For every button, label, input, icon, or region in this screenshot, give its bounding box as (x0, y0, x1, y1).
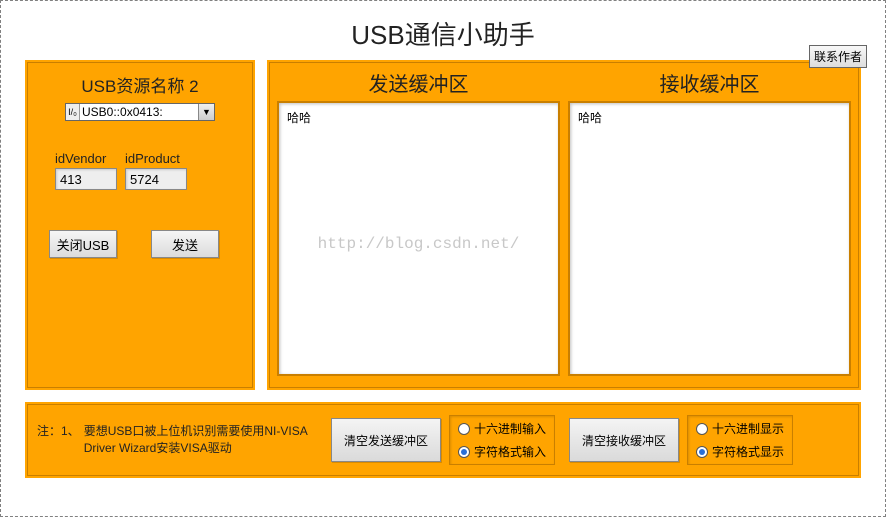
id-row: idVendor idProduct (55, 151, 239, 190)
watermark-text: http://blog.csdn.net/ (318, 235, 520, 253)
contact-author-button[interactable]: 联系作者 (809, 45, 867, 68)
usb-resource-combo[interactable]: I/₀ USB0::0x0413: ▼ (65, 103, 215, 121)
send-buffer-title: 发送缓冲区 (277, 68, 560, 97)
clear-recv-button[interactable]: 清空接收缓冲区 (569, 418, 679, 462)
disp-text-label: 字符格式显示 (712, 443, 784, 460)
idproduct-label: idProduct (125, 151, 187, 166)
disp-hex-radio[interactable]: 十六进制显示 (696, 420, 784, 437)
input-text-label: 字符格式输入 (474, 443, 546, 460)
usb-resource-title: USB资源名称 2 (41, 72, 239, 97)
input-text-radio[interactable]: 字符格式输入 (458, 443, 546, 460)
radio-icon (696, 446, 708, 458)
recv-controls: 清空接收缓冲区 十六进制显示 字符格式显示 (569, 415, 793, 465)
close-usb-button[interactable]: 关闭USB (49, 230, 117, 258)
usb-resource-count: 2 (189, 77, 198, 96)
chevron-down-icon[interactable]: ▼ (198, 104, 214, 120)
send-button[interactable]: 发送 (151, 230, 219, 258)
usb-config-panel: USB资源名称 2 I/₀ USB0::0x0413: ▼ idVendor i… (25, 60, 255, 390)
input-hex-label: 十六进制输入 (474, 420, 546, 437)
idproduct-field[interactable] (125, 168, 187, 190)
clear-send-button[interactable]: 清空发送缓冲区 (331, 418, 441, 462)
input-format-group: 十六进制输入 字符格式输入 (449, 415, 555, 465)
send-buffer-box[interactable]: 哈哈 http://blog.csdn.net/ (277, 101, 560, 376)
send-buffer-col: 发送缓冲区 哈哈 http://blog.csdn.net/ (277, 68, 560, 376)
recv-buffer-title: 接收缓冲区 (568, 68, 851, 97)
app-title: USB通信小助手 (15, 15, 871, 52)
recv-buffer-col: 接收缓冲区 哈哈 (568, 68, 851, 376)
radio-icon (696, 423, 708, 435)
radio-icon (458, 423, 470, 435)
note-text: 注：1、 要想USB口被上位机识别需要使用NI-VISA Driver Wiza… (37, 423, 317, 457)
buffers-panel: 发送缓冲区 哈哈 http://blog.csdn.net/ 接收缓冲区 哈哈 (267, 60, 861, 390)
disp-text-radio[interactable]: 字符格式显示 (696, 443, 784, 460)
usb-resource-label: USB资源名称 (81, 77, 184, 96)
main-row: USB资源名称 2 I/₀ USB0::0x0413: ▼ idVendor i… (15, 60, 871, 390)
bottom-panel: 注：1、 要想USB口被上位机识别需要使用NI-VISA Driver Wiza… (25, 402, 861, 478)
idvendor-field[interactable] (55, 168, 117, 190)
usb-resource-value: USB0::0x0413: (80, 104, 198, 120)
recv-buffer-box[interactable]: 哈哈 (568, 101, 851, 376)
radio-icon (458, 446, 470, 458)
display-format-group: 十六进制显示 字符格式显示 (687, 415, 793, 465)
note-body: 要想USB口被上位机识别需要使用NI-VISA Driver Wizard安装V… (84, 423, 317, 457)
input-hex-radio[interactable]: 十六进制输入 (458, 420, 546, 437)
send-controls: 清空发送缓冲区 十六进制输入 字符格式输入 (331, 415, 555, 465)
recv-buffer-content: 哈哈 (578, 111, 602, 125)
disp-hex-label: 十六进制显示 (712, 420, 784, 437)
note-prefix: 注：1、 (37, 423, 80, 457)
send-buffer-content: 哈哈 (287, 111, 311, 125)
io-icon: I/₀ (66, 104, 80, 120)
app-window: USB通信小助手 联系作者 USB资源名称 2 I/₀ USB0::0x0413… (0, 0, 886, 517)
idvendor-label: idVendor (55, 151, 117, 166)
